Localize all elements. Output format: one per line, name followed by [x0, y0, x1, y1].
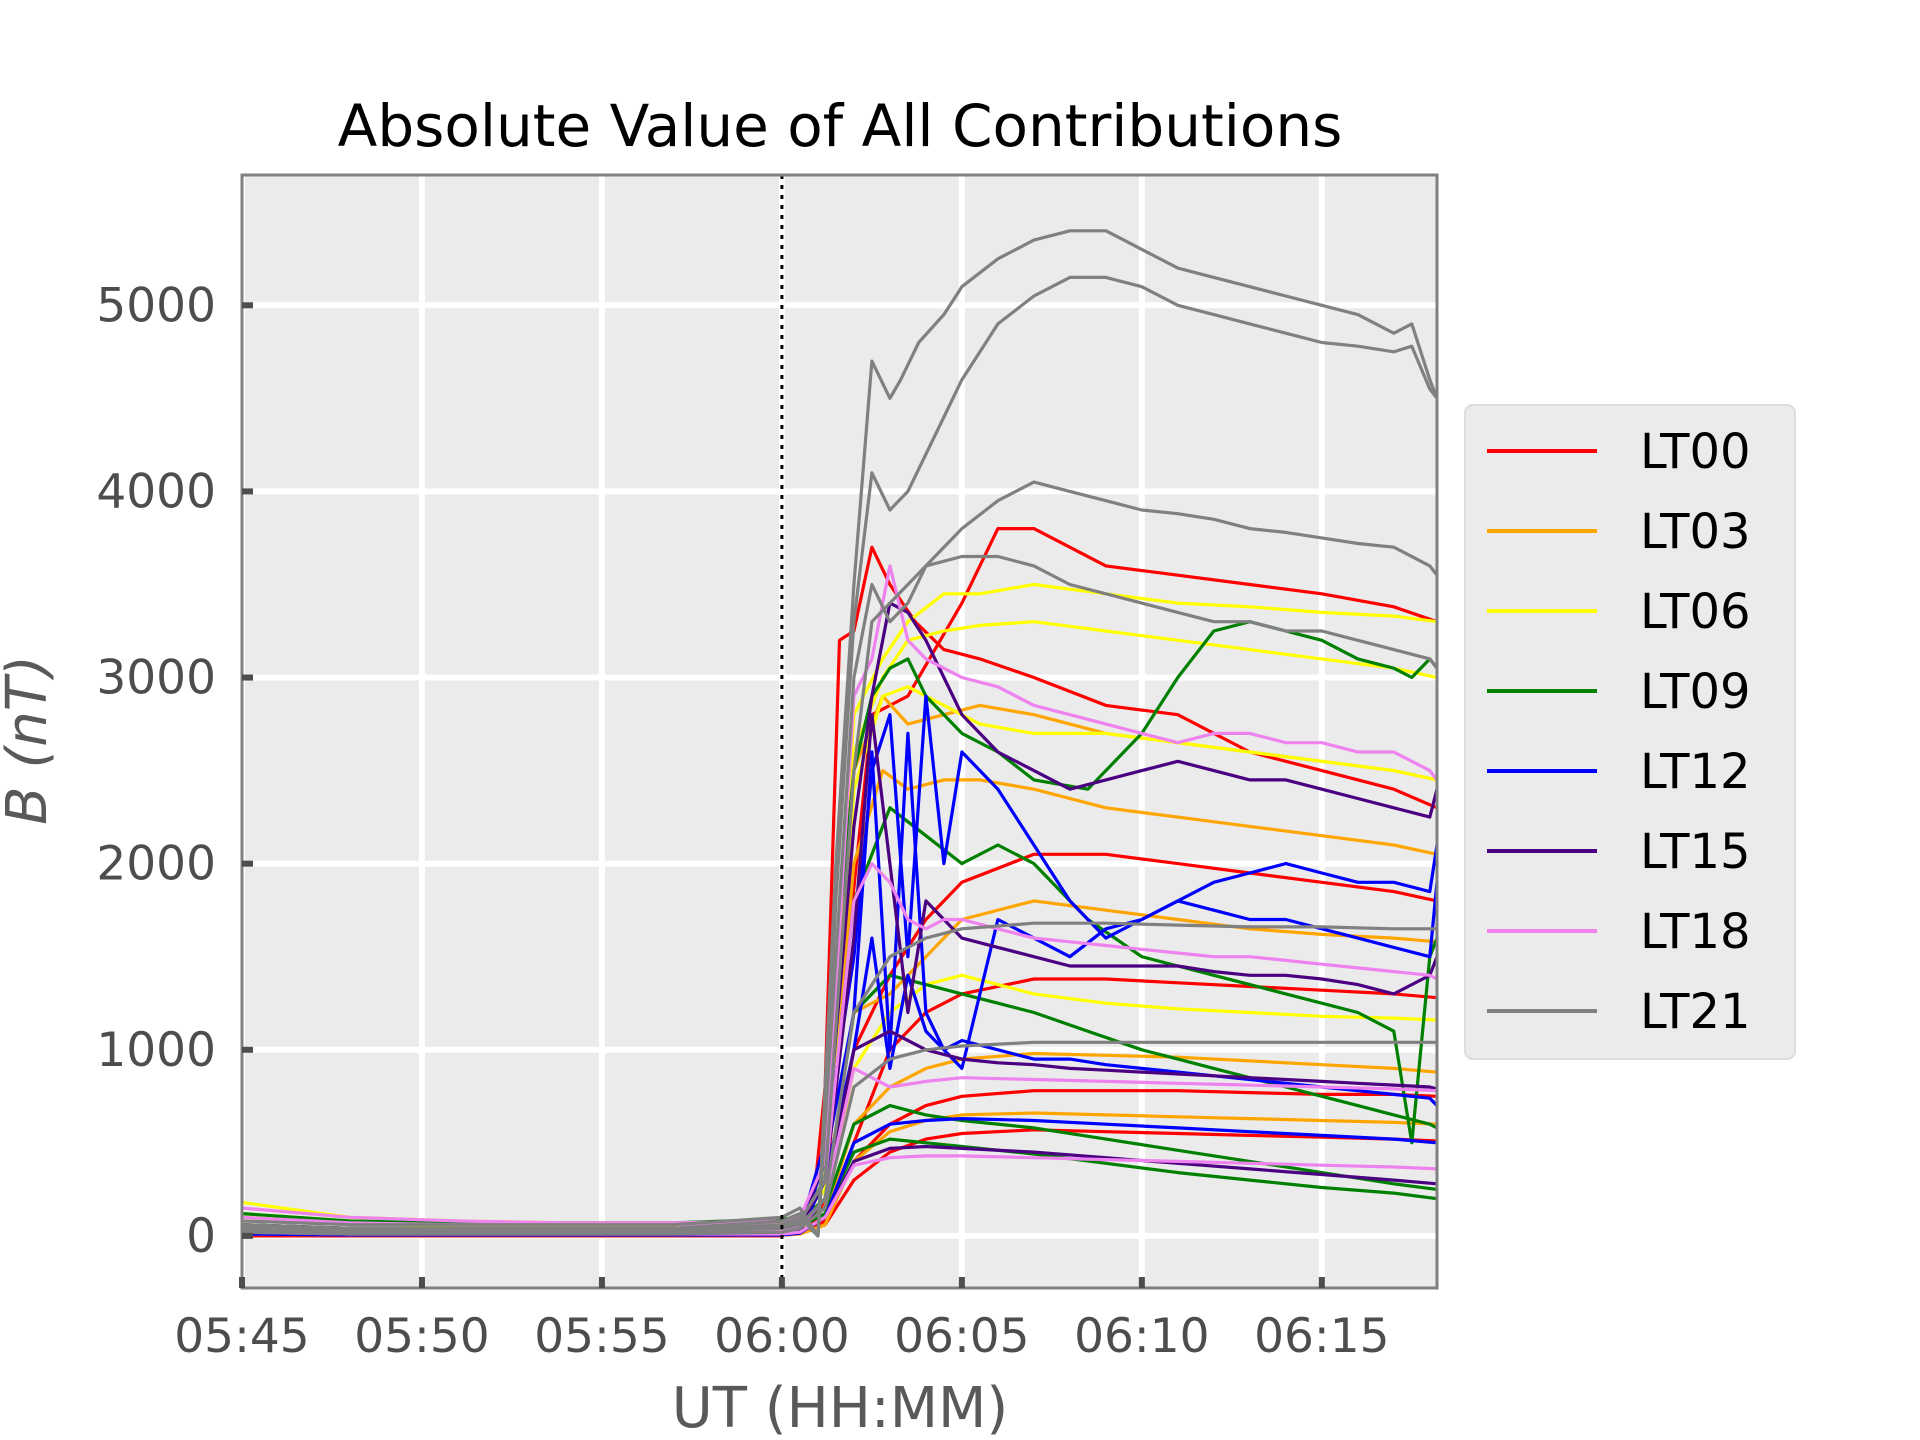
legend-label: LT00 [1640, 424, 1751, 480]
legend-item-lt03: LT03 [1487, 504, 1751, 560]
legend-item-lt09: LT09 [1487, 664, 1751, 720]
legend-label: LT18 [1640, 904, 1751, 960]
legend-label: LT03 [1640, 504, 1751, 560]
series-line [241, 229, 1439, 1238]
series-lt21 [241, 229, 1439, 1238]
y-axis: 0 1000 2000 3000 4000 5000 [96, 278, 253, 1264]
y-tick-label: 4000 [96, 464, 216, 519]
legend-item-lt15: LT15 [1487, 824, 1751, 880]
x-tick-label: 05:45 [174, 1309, 309, 1364]
series-line [241, 564, 1439, 1225]
x-axis: 05:45 05:50 05:55 06:00 06:05 06:10 06:15 [174, 1277, 1390, 1364]
series-line [241, 275, 1439, 1238]
y-axis-label-unit: (nT) [0, 655, 60, 768]
y-axis-label: B (nT) [0, 655, 60, 825]
series-layer [241, 229, 1439, 1238]
y-tick-label: 2000 [96, 837, 216, 892]
x-tick-label: 06:00 [714, 1309, 849, 1364]
x-tick-label: 06:15 [1254, 1309, 1389, 1364]
legend-item-lt00: LT00 [1487, 424, 1751, 480]
legend-label: LT15 [1640, 824, 1751, 880]
legend-item-lt21: LT21 [1487, 984, 1751, 1040]
series-line [241, 1040, 1437, 1236]
series-line [241, 921, 1437, 1234]
x-tick-label: 06:10 [1074, 1309, 1209, 1364]
legend-label: LT09 [1640, 664, 1751, 720]
legend-item-lt18: LT18 [1487, 904, 1751, 960]
x-axis-label: UT (HH:MM) [672, 1376, 1008, 1440]
legend-label: LT21 [1640, 984, 1751, 1040]
plot-frame [240, 173, 1439, 1290]
x-tick-label: 05:55 [534, 1309, 669, 1364]
x-tick-label: 05:50 [354, 1309, 489, 1364]
series-line [241, 685, 1438, 1229]
y-tick-label: 1000 [96, 1023, 216, 1078]
chart-title: Absolute Value of All Contributions [338, 92, 1343, 160]
y-tick-label: 5000 [96, 278, 216, 333]
series-line [241, 554, 1439, 1232]
x-tick-label: 06:05 [894, 1309, 1029, 1364]
legend-label: LT06 [1640, 584, 1751, 640]
y-tick-label: 0 [186, 1209, 216, 1264]
legend-item-lt12: LT12 [1487, 744, 1751, 800]
y-axis-label-symbol: B [0, 786, 60, 824]
legend-box [1464, 404, 1796, 1060]
y-tick-label: 3000 [96, 651, 216, 706]
legend-item-lt06: LT06 [1487, 584, 1751, 640]
legend: LT00 LT03 LT06 LT09 LT12 LT15 LT18 LT21 [1464, 404, 1796, 1060]
legend-label: LT12 [1640, 744, 1751, 800]
